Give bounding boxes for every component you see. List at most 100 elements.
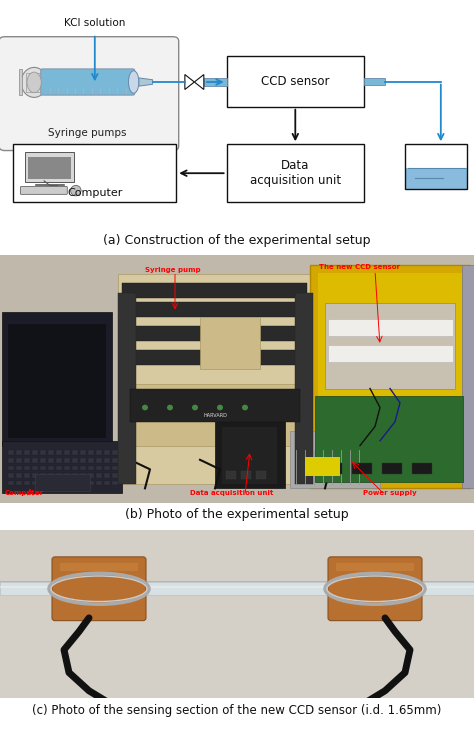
Bar bbox=[325, 303, 455, 389]
Bar bbox=[96, 450, 102, 455]
Bar bbox=[64, 450, 70, 455]
Bar bbox=[72, 458, 78, 463]
Bar bbox=[80, 473, 86, 478]
Bar bbox=[32, 458, 38, 463]
Bar bbox=[16, 450, 22, 455]
Bar bbox=[80, 481, 86, 485]
Bar bbox=[412, 463, 432, 474]
Bar bbox=[405, 168, 467, 189]
Text: CCD sensor: CCD sensor bbox=[261, 75, 329, 88]
Bar bbox=[60, 563, 138, 571]
Bar bbox=[382, 463, 402, 474]
Text: KCl solution: KCl solution bbox=[64, 18, 126, 28]
Text: HARVARD: HARVARD bbox=[203, 413, 227, 418]
Bar bbox=[13, 144, 176, 202]
Bar bbox=[56, 473, 62, 478]
Bar bbox=[56, 450, 62, 455]
Bar bbox=[28, 157, 71, 179]
Bar bbox=[256, 471, 266, 479]
FancyBboxPatch shape bbox=[25, 152, 74, 181]
Text: The new CCD sensor: The new CCD sensor bbox=[319, 264, 401, 270]
Text: Syringe pump: Syringe pump bbox=[145, 267, 201, 273]
Bar bbox=[104, 481, 110, 485]
Bar bbox=[24, 458, 30, 463]
Circle shape bbox=[217, 404, 223, 410]
Bar bbox=[104, 466, 110, 470]
Bar bbox=[26, 73, 43, 91]
Polygon shape bbox=[139, 78, 153, 86]
Polygon shape bbox=[194, 75, 204, 90]
Bar bbox=[122, 302, 307, 318]
Ellipse shape bbox=[128, 71, 139, 94]
Bar bbox=[32, 473, 38, 478]
FancyBboxPatch shape bbox=[41, 69, 135, 95]
Bar bbox=[328, 345, 453, 362]
Bar bbox=[112, 458, 118, 463]
Bar bbox=[462, 265, 474, 488]
Text: Power supply: Power supply bbox=[363, 490, 417, 496]
Bar bbox=[96, 466, 102, 470]
Bar bbox=[122, 350, 307, 365]
Bar bbox=[310, 265, 470, 488]
Bar bbox=[40, 458, 46, 463]
Ellipse shape bbox=[21, 67, 47, 97]
Bar bbox=[64, 466, 70, 470]
Bar bbox=[32, 466, 38, 470]
Bar bbox=[8, 481, 14, 485]
Bar bbox=[57, 562, 145, 619]
Text: Data
acquisition unit: Data acquisition unit bbox=[250, 160, 341, 187]
Bar bbox=[0, 583, 474, 595]
Bar bbox=[2, 312, 112, 446]
Bar bbox=[8, 324, 106, 438]
Bar bbox=[295, 294, 313, 484]
Bar bbox=[352, 463, 372, 474]
Bar bbox=[24, 450, 30, 455]
Bar bbox=[104, 473, 110, 478]
Ellipse shape bbox=[71, 185, 81, 196]
Bar bbox=[8, 450, 14, 455]
Text: Syringe pumps: Syringe pumps bbox=[48, 128, 127, 138]
Bar bbox=[64, 481, 70, 485]
Bar bbox=[122, 326, 307, 341]
FancyBboxPatch shape bbox=[0, 37, 179, 151]
Bar bbox=[322, 463, 342, 474]
Bar bbox=[104, 450, 110, 455]
Bar bbox=[88, 466, 94, 470]
Bar bbox=[32, 450, 38, 455]
Text: (a) Construction of the experimental setup: (a) Construction of the experimental set… bbox=[103, 234, 371, 247]
Bar bbox=[72, 450, 78, 455]
Text: (b) Photo of the experimental setup: (b) Photo of the experimental setup bbox=[125, 509, 349, 521]
Bar bbox=[48, 481, 54, 485]
Bar bbox=[88, 458, 94, 463]
Bar bbox=[64, 458, 70, 463]
Bar bbox=[80, 458, 86, 463]
Circle shape bbox=[142, 404, 148, 410]
Bar bbox=[227, 144, 364, 202]
Bar bbox=[40, 450, 46, 455]
Bar bbox=[118, 294, 136, 484]
Bar bbox=[336, 563, 414, 571]
Bar bbox=[241, 471, 251, 479]
Bar bbox=[8, 466, 14, 470]
Bar bbox=[48, 466, 54, 470]
Bar bbox=[227, 56, 364, 106]
Bar bbox=[226, 471, 236, 479]
Bar bbox=[118, 274, 313, 484]
Bar bbox=[24, 473, 30, 478]
Bar bbox=[112, 473, 118, 478]
Bar bbox=[2, 440, 122, 493]
Bar bbox=[96, 473, 102, 478]
Bar bbox=[328, 319, 453, 336]
Bar bbox=[200, 318, 260, 369]
Bar bbox=[72, 481, 78, 485]
Bar bbox=[48, 458, 54, 463]
Text: Data acquisition unit: Data acquisition unit bbox=[190, 490, 273, 496]
Bar bbox=[88, 473, 94, 478]
FancyBboxPatch shape bbox=[52, 557, 146, 621]
Bar bbox=[88, 450, 94, 455]
Bar bbox=[315, 396, 463, 482]
Bar bbox=[104, 458, 110, 463]
Bar bbox=[364, 78, 385, 85]
Bar bbox=[125, 383, 310, 446]
Bar bbox=[24, 481, 30, 485]
